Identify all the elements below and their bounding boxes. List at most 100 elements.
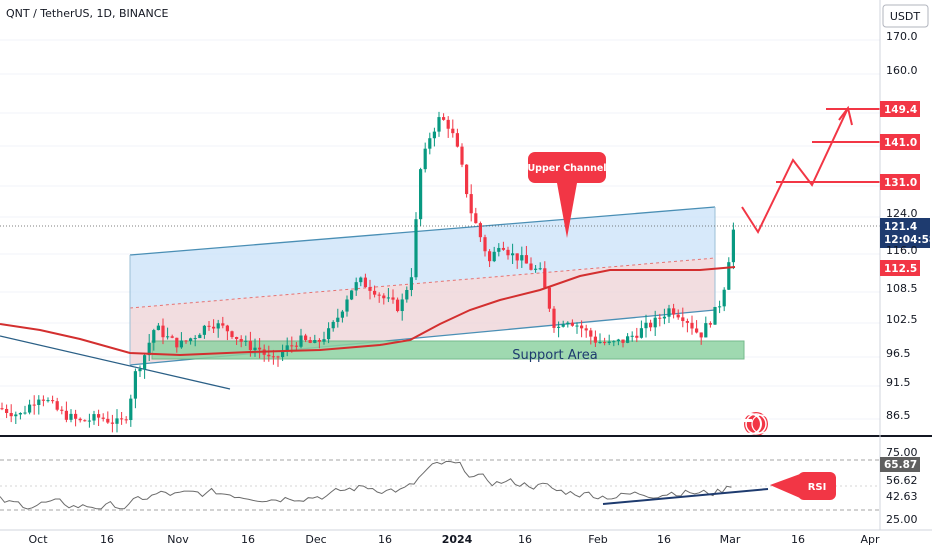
candle-body <box>207 325 211 327</box>
candle-body <box>115 418 119 424</box>
candle-body <box>179 340 183 348</box>
price-tick-96: 96.5 <box>886 347 911 360</box>
svg-text:141.0: 141.0 <box>884 137 917 149</box>
channel-upper-fill <box>130 207 715 308</box>
candle-body <box>501 247 505 250</box>
candle-body <box>331 321 335 329</box>
chart-title: QNT / TetherUS, 1D, BINANCE <box>6 7 168 20</box>
channel-lower-fill <box>130 258 715 365</box>
candle-body <box>350 290 354 300</box>
candle-body <box>281 351 285 358</box>
time-label-mar16: 16 <box>791 533 805 546</box>
candle-body <box>248 340 252 351</box>
candle-body <box>639 328 643 338</box>
rsi-tick-75: 75.00 <box>886 446 918 459</box>
time-label-2024: 2024 <box>442 533 473 546</box>
candle-body <box>386 297 390 299</box>
candle-body <box>143 355 147 369</box>
candle-body <box>653 317 657 328</box>
candle-body <box>64 410 68 420</box>
candle-body <box>124 419 128 421</box>
rsi-current-label: 65.87 <box>880 457 920 472</box>
candle-body <box>23 412 27 414</box>
candle-body <box>534 268 538 270</box>
candle-body <box>529 263 533 270</box>
candle-body <box>515 253 519 261</box>
candle-body <box>18 413 22 415</box>
candle-body <box>276 356 280 358</box>
candle-body <box>727 262 731 290</box>
candle-body <box>46 400 50 402</box>
candle-body <box>667 308 671 317</box>
candle-body <box>51 400 55 402</box>
channel-upper-line <box>129 206 716 256</box>
candle-body <box>662 316 666 319</box>
broadcast-logo-icon <box>740 412 771 436</box>
candle-body <box>658 317 662 319</box>
time-label-nov16: 16 <box>241 533 255 546</box>
candle-body <box>212 326 216 329</box>
candle-body <box>147 342 151 356</box>
price-tick-102: 102.5 <box>886 313 918 326</box>
rsi-callout: RSI <box>770 472 836 500</box>
candle-body <box>198 334 202 339</box>
candle-body <box>497 247 501 252</box>
candle-body <box>423 148 427 170</box>
time-label-nov: Nov <box>167 533 189 546</box>
candle-body <box>170 336 174 338</box>
candle-body <box>699 332 703 338</box>
candle-body <box>713 306 717 325</box>
candle-body <box>547 287 551 309</box>
current-price-label: 121.4 12:04:58 <box>880 218 932 248</box>
candle-body <box>626 336 630 343</box>
candle-body <box>184 340 188 342</box>
candles <box>0 111 735 433</box>
candle-body <box>566 322 570 325</box>
price-tick-160: 160.0 <box>886 64 918 77</box>
price-tick-91: 91.5 <box>886 376 911 389</box>
upper-channel-callout: Upper Channel <box>527 152 607 238</box>
ma-price-label: 112.5 <box>880 260 920 276</box>
rsi-trendline <box>602 488 769 505</box>
candle-body <box>704 323 708 338</box>
candle-body <box>28 404 32 413</box>
candle-body <box>603 342 607 344</box>
price-tick-124: 124.0 <box>886 207 918 220</box>
candle-body <box>290 345 294 347</box>
candle-body <box>469 194 473 214</box>
candle-body <box>428 138 432 149</box>
candle-body <box>9 412 13 417</box>
candle-body <box>575 325 579 327</box>
svg-text:149.4: 149.4 <box>884 104 917 116</box>
candle-body <box>722 289 726 307</box>
svg-text:121.4: 121.4 <box>884 221 917 233</box>
candle-body <box>37 399 41 405</box>
candle-body <box>83 420 87 422</box>
candle-body <box>520 255 524 261</box>
candle-body <box>409 277 413 290</box>
time-axis: Oct 16 Nov 16 Dec 16 2024 16 Feb 16 Mar … <box>28 533 880 546</box>
candle-body <box>322 339 326 342</box>
currency-badge: USDT <box>882 4 929 28</box>
candle-body <box>437 117 441 132</box>
candle-body <box>644 322 648 329</box>
candle-body <box>446 119 450 129</box>
candle-body <box>317 339 321 342</box>
svg-text:RSI: RSI <box>808 482 827 493</box>
candle-body <box>202 325 206 335</box>
candle-body <box>589 330 593 337</box>
candle-body <box>649 322 653 328</box>
time-label-jan16: 16 <box>518 533 532 546</box>
rsi-tick-42: 42.63 <box>886 490 918 503</box>
candle-body <box>129 398 133 421</box>
candle-body <box>685 321 689 323</box>
time-label-oct16: 16 <box>100 533 114 546</box>
candle-body <box>92 414 96 421</box>
candle-body <box>267 354 271 357</box>
candle-body <box>382 295 386 299</box>
target2-label: 141.0 <box>880 134 920 150</box>
candle-body <box>87 420 91 422</box>
candle-body <box>336 317 340 322</box>
candle-body <box>690 322 694 329</box>
candle-body <box>110 422 114 424</box>
